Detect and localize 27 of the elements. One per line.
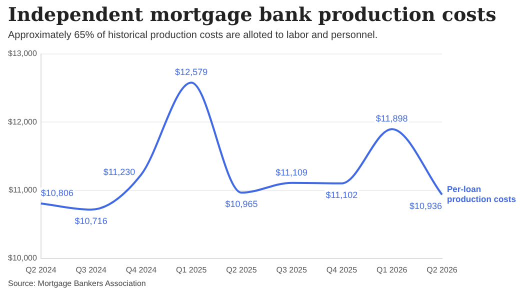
chart-subtitle: Approximately 65% of historical production costs are alloted to labor and personnel. [8, 30, 378, 41]
y-tick-label: $10,000 [8, 254, 38, 263]
data-label: $11,898 [376, 114, 408, 124]
data-label: $10,806 [40, 188, 74, 198]
data-label: $11,109 [276, 167, 308, 178]
x-tick-label: Q3 2025 [276, 265, 308, 274]
x-tick-label: Q2 2026 [426, 265, 458, 274]
x-tick-label: Q4 2024 [126, 265, 158, 274]
y-tick-label: $12,000 [8, 117, 38, 126]
y-tick-label: $13,000 [8, 49, 38, 58]
x-tick-label: Q4 2025 [326, 265, 358, 274]
data-label: $11,102 [326, 190, 358, 200]
x-tick-label: Q2 2025 [226, 265, 258, 274]
line-series [40, 82, 443, 211]
x-tick-label: Q1 2026 [376, 265, 408, 274]
data-label: $10,936 [409, 201, 442, 212]
x-tick-label: Q3 2024 [76, 265, 107, 274]
source-note: Source: Mortgage Bankers Association [8, 279, 146, 288]
x-tick-label: Q1 2025 [176, 265, 208, 274]
x-tick-label: Q2 2024 [26, 265, 57, 274]
chart-title: Independent mortgage bank production costs [8, 4, 496, 26]
series-label: Per-loan production costs [447, 184, 516, 204]
data-label: $10,965 [225, 199, 258, 210]
data-label: $11,230 [103, 167, 136, 178]
data-label: $10,716 [74, 216, 108, 226]
y-tick-label: $11,000 [8, 185, 38, 194]
data-label: $12,579 [175, 67, 208, 78]
